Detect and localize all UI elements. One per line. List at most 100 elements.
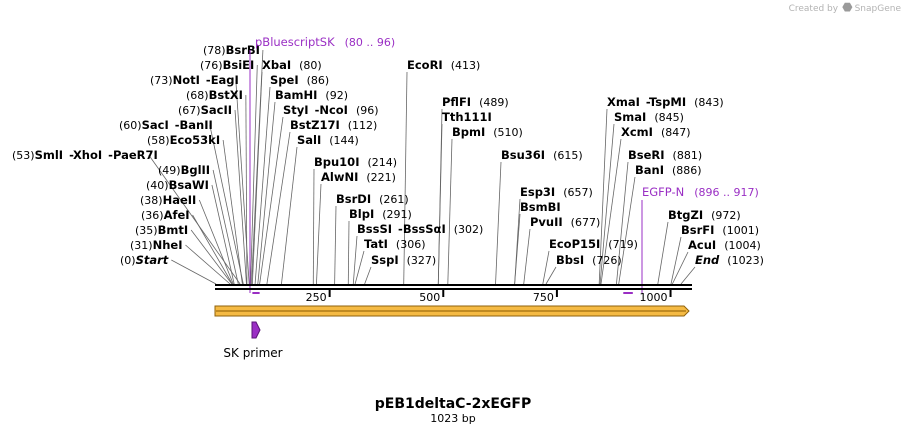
leader-bsiei [250, 64, 258, 285]
site-label-bglii[interactable]: (49)BglII [158, 163, 210, 177]
enzyme-name: BanII [180, 118, 213, 132]
site-label-ecori[interactable]: EcoRI (413) [407, 58, 480, 72]
site-label-ecop15i[interactable]: EcoP15I (719) [549, 237, 638, 251]
site-label-smai[interactable]: SmaI (845) [614, 110, 684, 124]
enzyme-name: SalI [297, 133, 321, 147]
site-label-noti[interactable]: (73)NotI -EagI [150, 73, 239, 87]
enzyme-name: AfeI [164, 208, 190, 222]
enzyme-name: BstZ17I [290, 118, 340, 132]
leader-bamhi [257, 101, 276, 285]
leader-bglii [212, 169, 239, 285]
site-position: (86) [307, 74, 330, 87]
site-label-haeii[interactable]: (38)HaeII [140, 193, 196, 207]
leader-tth111i [437, 123, 443, 285]
site-label-bstxi[interactable]: (68)BstXI [186, 88, 243, 102]
credit-brand: SnapGene [855, 4, 902, 14]
site-position: (291) [382, 208, 412, 221]
site-position: (92) [325, 89, 348, 102]
site-label-xcmi[interactable]: XcmI (847) [621, 125, 691, 139]
site-label-styi[interactable]: StyI -NcoI (96) [283, 103, 379, 117]
enzyme-name: BsrBI [226, 43, 260, 57]
site-label-xmai[interactable]: XmaI -TspMI (843) [607, 95, 724, 109]
site-label-alwni[interactable]: AlwNI (221) [321, 170, 396, 184]
site-label-sali[interactable]: SalI (144) [297, 133, 359, 147]
site-position: (49) [158, 164, 181, 177]
enzyme-name: Esp3I [520, 185, 555, 199]
site-label-bsawi[interactable]: (40)BsaWI [146, 178, 209, 192]
leader-xcmi [600, 138, 622, 285]
site-position: (60) [119, 119, 142, 132]
scale-tick-label: 500 [419, 291, 440, 304]
map-title: pEB1deltaC-2xEGFP [375, 396, 532, 412]
enzyme-name: StyI [283, 103, 309, 117]
site-label-eco53ki[interactable]: (58)Eco53kI [147, 133, 220, 147]
site-label-nhei[interactable]: (31)NheI [130, 238, 182, 252]
site-label-bmti[interactable]: (35)BmtI [135, 223, 188, 237]
site-label-bpu10i[interactable]: Bpu10I (214) [314, 155, 397, 169]
site-label-acui[interactable]: AcuI (1004) [688, 238, 761, 252]
site-label-tth111i[interactable]: Tth111I [442, 110, 492, 124]
enzyme-name: HaeII [163, 193, 197, 207]
site-label-bsrdi[interactable]: BsrDI (261) [336, 192, 409, 206]
site-label-bsrfi[interactable]: BsrFI (1001) [681, 223, 759, 237]
site-position: (67) [178, 104, 201, 117]
leader-ecori [403, 71, 408, 285]
leader-acui [672, 251, 689, 285]
enzyme-name: TatI [364, 237, 388, 251]
site-label-end[interactable]: End (1023) [695, 253, 764, 267]
site-label-bseri[interactable]: BseRI (881) [628, 148, 702, 162]
site-position: (80) [299, 59, 322, 72]
enzyme-name: BtgZI [668, 208, 703, 222]
leader-bbsi [545, 266, 557, 285]
site-label-sspi[interactable]: SspI (327) [371, 253, 436, 267]
site-position: (68) [186, 89, 209, 102]
site-label-blpi[interactable]: BlpI (291) [349, 207, 412, 221]
site-label-saci[interactable]: (60)SacI -BanII [119, 118, 213, 132]
svg-text:EGFP-N(896 .. 917): EGFP-N (896 .. 917) [642, 185, 759, 199]
site-label-esp3i[interactable]: Esp3I (657) [520, 185, 593, 199]
site-label-btgzi[interactable]: BtgZI (972) [668, 208, 741, 222]
enzyme-name: Tth111I [442, 110, 492, 124]
svg-text:pBluescriptSK(80 .. 96): pBluescriptSK (80 .. 96) [255, 35, 395, 49]
site-label-afei[interactable]: (36)AfeI [141, 208, 190, 222]
site-label-bani[interactable]: BanI (886) [635, 163, 702, 177]
leader-bsawi [211, 184, 235, 285]
site-label-bamhi[interactable]: BamHI (92) [275, 88, 348, 102]
feature-egfp-n[interactable]: EGFP-N (896 .. 917) [623, 185, 759, 294]
enzyme-name: BssSαI [403, 222, 446, 236]
site-label-bbsi[interactable]: BbsI (726) [556, 253, 622, 267]
leader-blpi [347, 220, 350, 285]
enzyme-name: BlpI [349, 207, 374, 221]
leader-saci [209, 124, 244, 285]
site-label-pflfi[interactable]: PflFI (489) [442, 95, 509, 109]
enzyme-name: PflFI [442, 95, 471, 109]
site-label-smli[interactable]: (53)SmlI -XhoI -PaeR7I [12, 148, 158, 162]
site-position: (845) [654, 111, 684, 124]
site-label-tati[interactable]: TatI (306) [364, 237, 426, 251]
enzyme-name: BssSI [357, 222, 392, 236]
sk-primer-arrow[interactable] [251, 321, 261, 339]
site-label-bsu36i[interactable]: Bsu36I (615) [501, 148, 583, 162]
site-label-start[interactable]: (0)Start [120, 253, 169, 267]
feature-annotations: pBluescriptSK (80 .. 96) EGFP-N (896 .. 917… [249, 35, 759, 294]
site-label-sacii[interactable]: (67)SacII [178, 103, 232, 117]
site-label-bsssi[interactable]: BssSI -BssSαI (302) [357, 222, 483, 236]
site-position: (657) [563, 186, 593, 199]
site-position: (1004) [724, 239, 761, 252]
enzyme-name: BamHI [275, 88, 317, 102]
enzyme-name: Start [136, 253, 169, 267]
scale-tick-label: 750 [533, 291, 554, 304]
leader-bseri [616, 161, 629, 285]
site-position: (221) [366, 171, 396, 184]
site-label-bsrbi[interactable]: (78)BsrBI [203, 43, 260, 57]
site-label-bsmbi[interactable]: BsmBI [520, 200, 561, 214]
site-label-bstz17i[interactable]: BstZ17I (112) [290, 118, 377, 132]
feature-pbluescriptsk[interactable]: pBluescriptSK (80 .. 96) [249, 35, 395, 294]
site-position: (261) [379, 193, 409, 206]
site-label-xbai[interactable]: XbaI (80) [262, 58, 322, 72]
site-label-spei[interactable]: SpeI (86) [270, 73, 329, 87]
site-label-pvuii[interactable]: PvuII (677) [530, 215, 600, 229]
site-label-bsiei[interactable]: (76)BsiEI [200, 58, 254, 72]
site-label-bpmi[interactable]: BpmI (510) [452, 125, 523, 139]
